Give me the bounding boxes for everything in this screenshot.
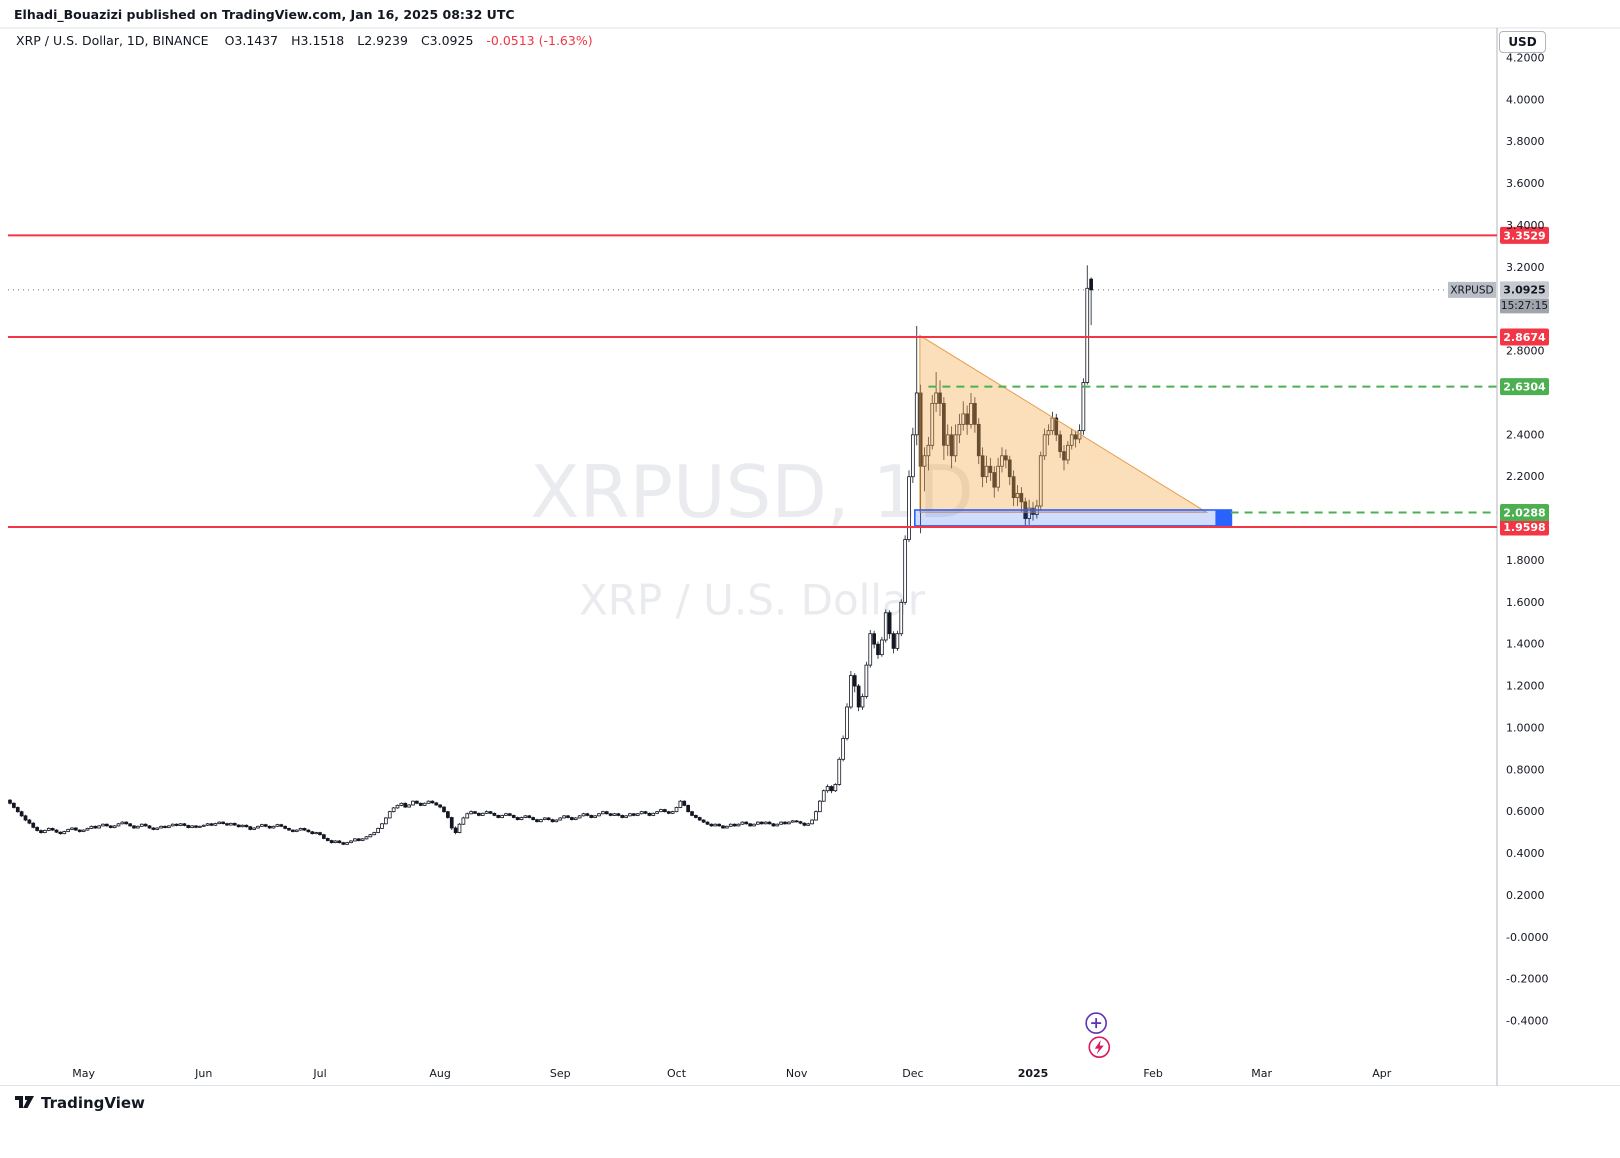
svg-text:0.4000: 0.4000 <box>1506 847 1545 860</box>
ohlc-low: L2.9239 <box>357 33 408 48</box>
price-axis-labels: 4.2000 4.0000 3.8000 3.6000 3.4000 3.2000 2.80… <box>1506 52 1548 1028</box>
svg-text:XRPUSD: XRPUSD <box>1450 284 1493 296</box>
last-price-symbol-tag <box>1448 281 1496 298</box>
svg-text:-0.2000: -0.2000 <box>1506 973 1548 986</box>
red-horizontal-line-2.8674[interactable]: 2.8674 <box>8 328 1549 346</box>
svg-text:15:27:15: 15:27:15 <box>1501 300 1548 312</box>
lightning-circle-icon[interactable] <box>1088 1036 1111 1058</box>
svg-text:2.2000: 2.2000 <box>1506 470 1545 483</box>
svg-text:2025: 2025 <box>1018 1067 1049 1080</box>
time-axis-labels: May Jun Jul Aug Sep Oct Nov Dec 2025 Feb Mar Apr <box>72 1067 1391 1080</box>
svg-text:3.3529: 3.3529 <box>1503 229 1545 242</box>
ohlc-close: C3.0925 <box>420 33 474 48</box>
svg-text:Apr: Apr <box>1372 1067 1392 1080</box>
svg-text:2.8674: 2.8674 <box>1503 331 1546 344</box>
svg-text:3.0925: 3.0925 <box>1503 283 1545 296</box>
red-horizontal-line-3.3529[interactable]: 3.3529 <box>8 226 1549 244</box>
svg-text:2.0288: 2.0288 <box>1503 507 1545 520</box>
svg-text:Jul: Jul <box>312 1067 326 1080</box>
svg-text:1.8000: 1.8000 <box>1506 554 1545 567</box>
svg-text:-0.0000: -0.0000 <box>1506 931 1548 944</box>
ohlc-change: -0.0513 (-1.63%) <box>486 33 593 48</box>
svg-text:4.0000: 4.0000 <box>1506 93 1545 106</box>
svg-text:Sep: Sep <box>550 1067 571 1080</box>
descending-triangle-drawing[interactable] <box>919 334 1209 513</box>
svg-text:XRP / U.S. Dollar: XRP / U.S. Dollar <box>579 576 926 625</box>
svg-text:3.4000: 3.4000 <box>1506 219 1545 232</box>
currency-usd-button[interactable]: USD <box>1499 31 1546 53</box>
last-price-label <box>1500 281 1549 298</box>
last-price-line: XRPUSD 3.0925 15:27:15 <box>8 281 1549 314</box>
green-dashed-line-2.6304[interactable]: 2.6304 <box>928 378 1549 396</box>
svg-text:2.4000: 2.4000 <box>1506 428 1545 441</box>
symbol-title: XRP / U.S. Dollar, 1D, BINANCE <box>16 33 209 48</box>
svg-text:Aug: Aug <box>429 1067 450 1080</box>
svg-text:3.2000: 3.2000 <box>1506 261 1545 274</box>
support-zone-handle[interactable] <box>1215 509 1232 526</box>
tradingview-logo-text: TradingView <box>41 1094 145 1112</box>
svg-text:1.0000: 1.0000 <box>1506 721 1545 734</box>
symbol-watermark: XRPUSD, 1D XRP / U.S. Dollar <box>530 450 974 625</box>
svg-text:1.4000: 1.4000 <box>1506 638 1545 651</box>
svg-text:3.8000: 3.8000 <box>1506 135 1545 148</box>
svg-text:Nov: Nov <box>786 1067 808 1080</box>
svg-text:May: May <box>72 1067 95 1080</box>
svg-text:0.8000: 0.8000 <box>1506 763 1545 776</box>
svg-text:Jun: Jun <box>194 1067 212 1080</box>
svg-text:0.6000: 0.6000 <box>1506 805 1545 818</box>
svg-text:Dec: Dec <box>902 1067 923 1080</box>
tradingview-logo[interactable]: TradingView <box>14 1094 145 1112</box>
svg-text:3.6000: 3.6000 <box>1506 177 1545 190</box>
svg-text:2.6304: 2.6304 <box>1503 381 1546 394</box>
svg-text:Mar: Mar <box>1251 1067 1272 1080</box>
symbol-info-row: XRP / U.S. Dollar, 1D, BINANCE O3.1437 H… <box>16 33 602 48</box>
tradingview-logo-icon <box>15 1095 34 1108</box>
plus-circle-icon[interactable] <box>1085 1012 1107 1034</box>
support-zone-rectangle[interactable] <box>914 509 1233 527</box>
svg-text:4.2000: 4.2000 <box>1506 52 1545 65</box>
svg-text:1.2000: 1.2000 <box>1506 680 1545 693</box>
ohlc-high: H3.1518 <box>291 33 345 48</box>
svg-text:1.6000: 1.6000 <box>1506 596 1545 609</box>
svg-text:XRPUSD, 1D: XRPUSD, 1D <box>530 450 974 534</box>
green-dashed-line-2.0288[interactable]: 2.0288 <box>1230 504 1549 522</box>
ohlc-open: O3.1437 <box>224 33 279 48</box>
svg-text:0.2000: 0.2000 <box>1506 889 1545 902</box>
svg-text:1.9598: 1.9598 <box>1503 521 1545 534</box>
countdown-label <box>1500 298 1549 314</box>
pane-borders <box>0 27 1620 1086</box>
svg-text:-0.4000: -0.4000 <box>1506 1015 1548 1028</box>
svg-text:Oct: Oct <box>667 1067 687 1080</box>
svg-text:Feb: Feb <box>1143 1067 1162 1080</box>
svg-text:2.8000: 2.8000 <box>1506 345 1545 358</box>
publish-attribution: Elhadi_Bouazizi published on TradingView… <box>14 7 515 22</box>
red-horizontal-line-1.9598[interactable]: 1.9598 <box>8 518 1549 536</box>
